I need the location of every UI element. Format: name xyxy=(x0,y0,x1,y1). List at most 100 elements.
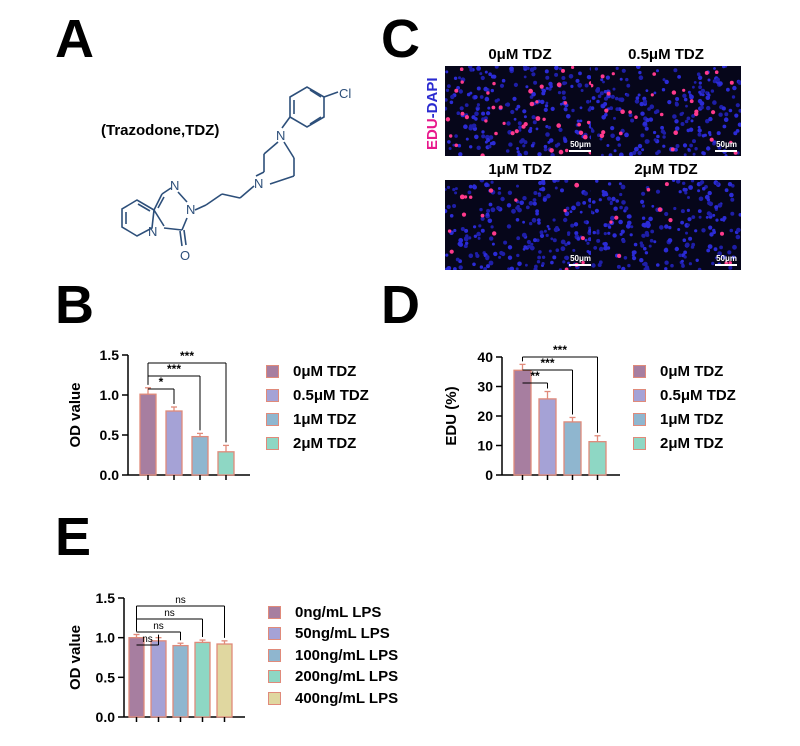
sig-label: * xyxy=(159,375,164,389)
dapi-nucleus xyxy=(543,147,548,152)
dapi-nucleus xyxy=(632,150,637,155)
dapi-nucleus xyxy=(639,101,644,107)
dapi-nucleus xyxy=(526,66,530,70)
dapi-nucleus xyxy=(592,200,596,204)
dapi-nucleus xyxy=(543,107,548,112)
y-tick-label: 1.0 xyxy=(100,387,120,403)
dapi-nucleus xyxy=(458,238,464,243)
dapi-nucleus xyxy=(535,209,539,213)
edu-nucleus xyxy=(682,88,686,92)
dapi-nucleus xyxy=(714,205,719,210)
dapi-nucleus xyxy=(643,261,648,267)
dapi-nucleus xyxy=(571,205,576,211)
dapi-nucleus xyxy=(507,255,513,260)
dapi-nucleus xyxy=(734,113,739,118)
dapi-nucleus xyxy=(544,104,549,108)
dapi-nucleus xyxy=(645,267,650,270)
dapi-nucleus xyxy=(454,134,458,138)
dapi-nucleus xyxy=(698,85,702,90)
dapi-nucleus xyxy=(683,97,688,102)
dapi-nucleus xyxy=(532,198,537,202)
dapi-nucleus xyxy=(454,187,458,191)
dapi-nucleus xyxy=(552,238,557,243)
dapi-nucleus xyxy=(604,192,609,197)
dapi-nucleus xyxy=(564,81,568,85)
dapi-nucleus xyxy=(483,86,488,92)
dapi-nucleus xyxy=(522,144,526,148)
dapi-nucleus xyxy=(664,79,669,85)
dapi-nucleus xyxy=(460,227,465,231)
dapi-nucleus xyxy=(705,119,710,124)
scale-bar xyxy=(715,264,737,266)
dapi-nucleus xyxy=(634,99,640,104)
dapi-nucleus xyxy=(618,97,623,102)
dapi-nucleus xyxy=(683,153,687,156)
dapi-nucleus xyxy=(607,182,612,186)
dapi-nucleus xyxy=(536,238,540,243)
edu-nucleus xyxy=(564,267,569,270)
dapi-nucleus xyxy=(457,143,462,148)
dapi-nucleus xyxy=(697,125,701,129)
dapi-nucleus xyxy=(476,145,481,150)
scale-bar xyxy=(569,264,591,266)
dapi-nucleus xyxy=(667,100,672,105)
dapi-nucleus xyxy=(676,180,681,184)
edu-nucleus xyxy=(542,117,546,121)
dapi-nucleus xyxy=(690,119,694,123)
dapi-nucleus xyxy=(573,222,579,227)
legend-item: 2μM TDZ xyxy=(633,434,723,452)
dapi-nucleus xyxy=(515,267,519,270)
dapi-nucleus xyxy=(675,144,680,148)
panel-letter-a: A xyxy=(55,9,94,69)
dapi-nucleus xyxy=(497,187,501,190)
edu-nucleus xyxy=(724,261,729,265)
legend-item: 1μM TDZ xyxy=(633,410,723,428)
dapi-nucleus xyxy=(473,95,478,100)
dapi-nucleus xyxy=(564,211,570,217)
dapi-nucleus xyxy=(737,80,741,85)
dapi-nucleus xyxy=(545,233,549,237)
legend-label: 50ng/mL LPS xyxy=(295,625,390,642)
dapi-nucleus xyxy=(728,265,733,270)
edu-nucleus xyxy=(689,99,694,104)
dapi-nucleus xyxy=(501,78,506,83)
dapi-nucleus xyxy=(610,94,615,99)
dapi-nucleus xyxy=(720,218,724,222)
dapi-nucleus xyxy=(453,267,457,270)
dapi-nucleus xyxy=(531,91,536,97)
dapi-nucleus xyxy=(682,187,687,192)
dapi-nucleus xyxy=(712,213,716,217)
dapi-nucleus xyxy=(550,237,554,241)
dapi-nucleus xyxy=(598,260,603,265)
dapi-nucleus xyxy=(579,210,583,214)
dapi-nucleus xyxy=(732,244,737,250)
y-tick-label: 1.0 xyxy=(96,630,116,646)
dapi-nucleus xyxy=(563,217,568,223)
dapi-nucleus xyxy=(563,139,568,143)
dapi-nucleus xyxy=(688,262,692,266)
dapi-nucleus xyxy=(603,241,608,247)
dapi-nucleus xyxy=(621,266,626,270)
dapi-nucleus xyxy=(571,108,575,113)
dapi-nucleus xyxy=(655,189,661,194)
dapi-nucleus xyxy=(602,80,605,84)
dapi-nucleus xyxy=(467,190,472,195)
dapi-nucleus xyxy=(587,237,592,242)
scale-bar-label: 50μm xyxy=(716,254,737,263)
dapi-nucleus xyxy=(703,133,707,137)
dapi-nucleus xyxy=(645,118,650,123)
legend-label: 200ng/mL LPS xyxy=(295,668,399,685)
dapi-nucleus xyxy=(494,99,499,103)
dapi-nucleus xyxy=(492,74,497,79)
dapi-nucleus xyxy=(683,250,687,255)
dapi-nucleus xyxy=(694,229,698,233)
dapi-nucleus xyxy=(642,99,648,104)
dapi-nucleus xyxy=(558,67,562,71)
dapi-nucleus xyxy=(686,208,690,212)
dapi-nucleus xyxy=(677,228,681,231)
bar xyxy=(216,643,233,718)
dapi-nucleus xyxy=(521,232,527,238)
bar xyxy=(563,421,582,476)
dapi-nucleus xyxy=(486,111,491,116)
dapi-nucleus xyxy=(693,81,697,84)
